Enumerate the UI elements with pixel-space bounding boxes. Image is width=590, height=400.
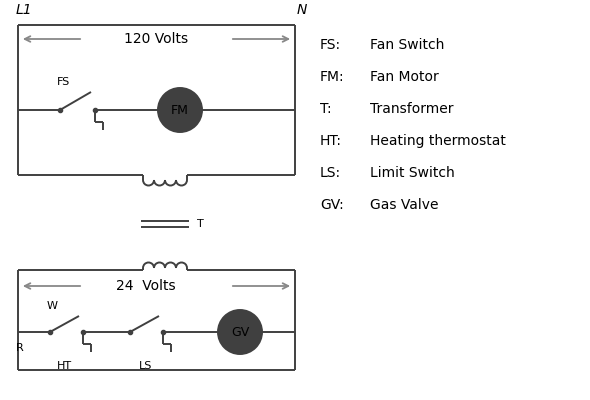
Text: Limit Switch: Limit Switch [370, 166, 455, 180]
Text: Fan Motor: Fan Motor [370, 70, 439, 84]
Text: LS: LS [139, 361, 153, 371]
Text: N: N [297, 3, 307, 17]
Text: Transformer: Transformer [370, 102, 454, 116]
Text: W: W [47, 301, 57, 311]
Text: R: R [16, 343, 24, 353]
Text: FM: FM [171, 104, 189, 116]
Text: HT:: HT: [320, 134, 342, 148]
Text: L1: L1 [16, 3, 32, 17]
Text: Gas Valve: Gas Valve [370, 198, 438, 212]
Text: 120 Volts: 120 Volts [124, 32, 188, 46]
Circle shape [218, 310, 262, 354]
Text: FM:: FM: [320, 70, 345, 84]
Text: GV: GV [231, 326, 249, 338]
Text: LS:: LS: [320, 166, 341, 180]
Text: Heating thermostat: Heating thermostat [370, 134, 506, 148]
Text: FS: FS [57, 77, 71, 87]
Text: Fan Switch: Fan Switch [370, 38, 444, 52]
Text: GV:: GV: [320, 198, 344, 212]
Text: T:: T: [320, 102, 332, 116]
Text: FS:: FS: [320, 38, 341, 52]
Circle shape [158, 88, 202, 132]
Text: HT: HT [57, 361, 71, 371]
Text: 24  Volts: 24 Volts [116, 279, 176, 293]
Text: T: T [197, 219, 204, 229]
